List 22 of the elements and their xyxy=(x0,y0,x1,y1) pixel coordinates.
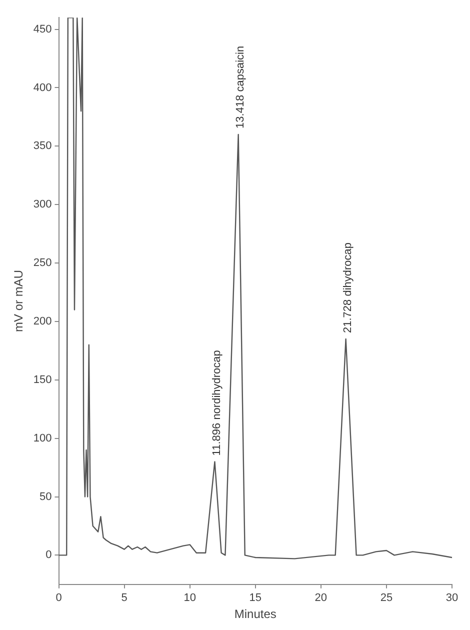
x-tick-label: 25 xyxy=(380,592,393,604)
annotation: 11.896 nordihydrocap xyxy=(210,350,223,456)
y-tick-label: 250 xyxy=(33,257,52,270)
x-tick-label: 30 xyxy=(446,592,458,604)
y-tick-label: 350 xyxy=(33,140,52,152)
annotation: 21.728 dihydrocap xyxy=(342,242,354,333)
x-tick-label: 10 xyxy=(184,592,196,604)
x-tick-label: 20 xyxy=(314,592,328,604)
y-tick-label: 300 xyxy=(33,198,52,211)
annotation: 13.418 capsaicin xyxy=(234,46,246,128)
y-axis-title: mV or mAU xyxy=(12,270,26,332)
y-tick-label: 450 xyxy=(33,23,52,36)
x-axis-title: Minutes xyxy=(234,607,276,622)
y-tick-label: 150 xyxy=(33,374,52,386)
y-tick-label: 200 xyxy=(33,315,52,328)
y-tick-label: 400 xyxy=(33,82,52,94)
x-tick-label: 15 xyxy=(249,592,262,604)
y-tick-label: 0 xyxy=(46,549,52,562)
x-tick-label: 0 xyxy=(56,592,62,604)
y-tick-label: 100 xyxy=(33,432,52,444)
x-tick-label: 5 xyxy=(121,592,128,604)
y-tick-label: 50 xyxy=(40,490,52,503)
